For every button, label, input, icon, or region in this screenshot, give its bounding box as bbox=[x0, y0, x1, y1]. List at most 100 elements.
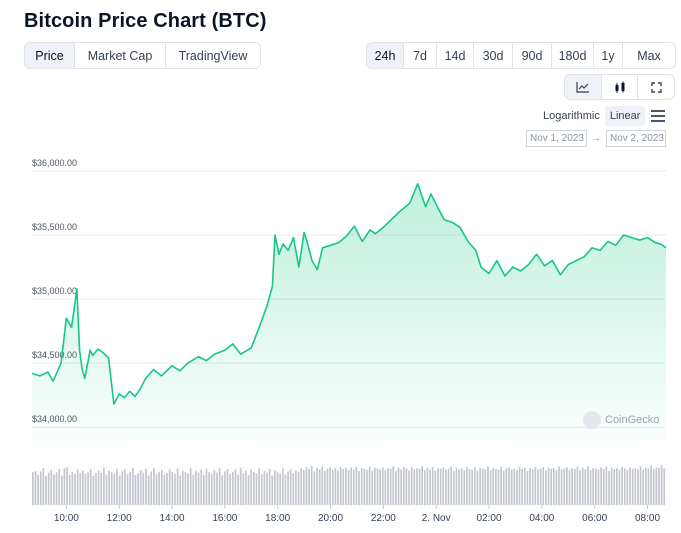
volume-bar bbox=[231, 472, 234, 505]
volume-bar bbox=[50, 469, 53, 505]
x-tick-label: 18:00 bbox=[265, 513, 290, 524]
volume-bar bbox=[523, 467, 526, 505]
volume-bar bbox=[266, 472, 268, 505]
volume-bar bbox=[163, 474, 166, 505]
volume-bar bbox=[58, 468, 61, 505]
volume-bar bbox=[616, 468, 618, 505]
volume-bar bbox=[300, 468, 303, 505]
range-24h[interactable]: 24h bbox=[367, 43, 404, 68]
range-max[interactable]: Max bbox=[637, 48, 661, 63]
volume-bar bbox=[579, 470, 581, 505]
volume-bar bbox=[516, 470, 518, 505]
y-tick-label: $36,000.00 bbox=[32, 158, 77, 168]
volume-bar bbox=[463, 470, 466, 505]
volume-bar bbox=[426, 467, 429, 505]
range-1y[interactable]: 1y bbox=[594, 43, 623, 68]
volume-bar bbox=[174, 473, 176, 505]
volume-bar bbox=[242, 473, 245, 505]
range-14d[interactable]: 14d bbox=[437, 43, 474, 68]
line-chart-button[interactable] bbox=[565, 75, 602, 99]
scale-linear[interactable]: Linear bbox=[604, 106, 646, 126]
range-90d[interactable]: 90d bbox=[513, 43, 552, 68]
volume-bar bbox=[387, 468, 389, 505]
volume-bar bbox=[547, 467, 550, 505]
volume-bar bbox=[534, 466, 537, 505]
range-180d[interactable]: 180d bbox=[552, 43, 594, 68]
volume-bar bbox=[602, 468, 605, 505]
volume-bar bbox=[313, 471, 316, 505]
volume-bar bbox=[305, 466, 308, 505]
volume-bar bbox=[200, 469, 203, 505]
volume-bar bbox=[437, 468, 439, 505]
volume-bar bbox=[416, 468, 418, 505]
volume-bar bbox=[366, 469, 368, 505]
volume-bar bbox=[350, 467, 353, 505]
volume-bar bbox=[439, 468, 442, 505]
volume-bar bbox=[608, 470, 610, 505]
volume-bar bbox=[568, 469, 571, 505]
volume-bar bbox=[537, 469, 539, 505]
date-arrow-icon: → bbox=[591, 133, 601, 144]
x-tick-label: 12:00 bbox=[107, 513, 132, 524]
volume-bar bbox=[368, 466, 371, 505]
volume-bar bbox=[663, 468, 666, 505]
volume-bar bbox=[160, 469, 163, 505]
volume-bar bbox=[410, 467, 413, 505]
volume-bar bbox=[637, 469, 639, 505]
volume-bar bbox=[358, 470, 360, 505]
range-7d[interactable]: 7d bbox=[404, 43, 437, 68]
volume-bar bbox=[97, 470, 100, 505]
volume-bar bbox=[260, 474, 263, 505]
x-tick-label: 2. Nov bbox=[422, 513, 451, 524]
volume-bar bbox=[495, 468, 497, 505]
volume-bar bbox=[234, 469, 237, 505]
date-to-field[interactable]: Nov 2, 2023 bbox=[606, 130, 666, 147]
scale-logarithmic[interactable]: Logarithmic bbox=[543, 110, 600, 122]
x-tick-label: 22:00 bbox=[371, 513, 396, 524]
date-from-field[interactable]: Nov 1, 2023 bbox=[526, 130, 587, 147]
volume-bar bbox=[71, 471, 74, 505]
volume-bar bbox=[408, 470, 410, 505]
volume-bar bbox=[295, 470, 297, 505]
range-tabs: 24h 7d 14d 30d 90d 180d 1y Max bbox=[366, 42, 676, 69]
volume-bar bbox=[576, 466, 579, 505]
volume-bar bbox=[184, 472, 187, 505]
volume-bar bbox=[63, 468, 66, 505]
volume-bar bbox=[139, 470, 142, 505]
volume-bar bbox=[310, 466, 313, 505]
volume-bar bbox=[371, 470, 374, 505]
volume-bar bbox=[284, 474, 287, 505]
volume-bar bbox=[147, 475, 150, 505]
expand-button[interactable] bbox=[638, 75, 674, 99]
x-tick-label: 16:00 bbox=[212, 513, 237, 524]
volume-bar bbox=[384, 470, 387, 505]
volume-bar bbox=[137, 473, 139, 505]
volume-bar bbox=[587, 466, 589, 505]
range-30d[interactable]: 30d bbox=[474, 43, 513, 68]
candlestick-button[interactable] bbox=[602, 75, 638, 99]
volume-bar bbox=[421, 466, 424, 505]
volume-bar bbox=[631, 468, 634, 505]
volume-bar bbox=[563, 468, 566, 505]
volume-bar bbox=[316, 467, 318, 505]
volume-bar bbox=[192, 474, 195, 505]
hamburger-menu-icon[interactable] bbox=[651, 110, 665, 125]
volume-bar bbox=[621, 466, 624, 505]
tab-tradingview[interactable]: TradingView bbox=[178, 48, 248, 63]
tab-price[interactable]: Price bbox=[25, 43, 75, 68]
volume-bar bbox=[263, 470, 266, 505]
volume-bar bbox=[466, 466, 468, 505]
volume-bar bbox=[458, 469, 460, 505]
volume-bar bbox=[355, 466, 358, 505]
volume-bar bbox=[455, 467, 458, 505]
volume-bar bbox=[150, 471, 153, 505]
volume-bar bbox=[423, 470, 426, 505]
volume-bar bbox=[189, 467, 192, 505]
x-tick-label: 06:00 bbox=[582, 513, 607, 524]
volume-bar bbox=[302, 470, 305, 505]
volume-bar bbox=[655, 467, 658, 505]
volume-bar bbox=[66, 467, 68, 505]
tab-market-cap[interactable]: Market Cap bbox=[75, 43, 166, 68]
chart-type-tabs bbox=[564, 74, 675, 100]
